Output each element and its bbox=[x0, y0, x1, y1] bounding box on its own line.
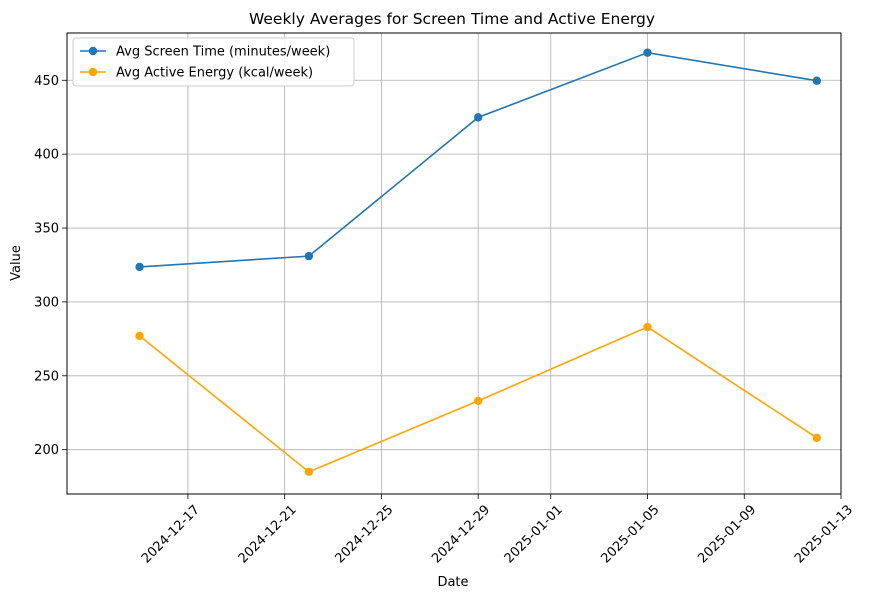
y-tick-label: 200 bbox=[34, 443, 59, 458]
data-point-0-4 bbox=[812, 76, 822, 85]
data-point-1-1 bbox=[304, 467, 314, 477]
data-point-1-0 bbox=[135, 331, 144, 341]
x-tick-label: 2025-01-01 bbox=[502, 502, 566, 566]
x-axis: 2024-12-17 2024-12-21 2024-12-25 2024-12-29… bbox=[139, 494, 856, 566]
chart-title: Weekly Averages for Screen Time and Acti… bbox=[249, 10, 655, 28]
legend-entry-screen-time: Avg Screen Time (minutes/week) bbox=[80, 45, 330, 60]
x-axis-label: Date bbox=[437, 575, 468, 590]
x-tick-label: 2024-12-21 bbox=[236, 502, 300, 566]
x-tick-label: 2025-01-05 bbox=[599, 502, 663, 566]
data-point-0-2 bbox=[473, 113, 483, 122]
data-point-0-3 bbox=[643, 48, 652, 57]
y-axis: 200 250 300 350 400 450 bbox=[34, 74, 67, 458]
y-tick-label: 450 bbox=[34, 74, 59, 89]
data-point-1-3 bbox=[643, 322, 652, 332]
legend-entry-active-energy: Avg Active Energy (kcal/week) bbox=[80, 66, 313, 81]
x-tick-label: 2025-01-09 bbox=[695, 502, 759, 566]
y-tick-label: 250 bbox=[34, 369, 59, 384]
x-tick-label: 2024-12-29 bbox=[429, 502, 493, 566]
x-tick-label: 2024-12-25 bbox=[332, 502, 396, 566]
data-point-0-1 bbox=[304, 251, 314, 261]
y-tick-label: 300 bbox=[34, 295, 59, 310]
legend: Avg Screen Time (minutes/week) Avg Activ… bbox=[72, 37, 355, 87]
y-axis-label: Value bbox=[9, 245, 24, 281]
y-tick-label: 350 bbox=[34, 222, 59, 237]
legend-label-screen-time: Avg Screen Time (minutes/week) bbox=[116, 45, 330, 60]
data-point-0-0 bbox=[135, 262, 144, 272]
legend-label-active-energy: Avg Active Energy (kcal/week) bbox=[116, 66, 313, 81]
grid-lines bbox=[67, 33, 842, 494]
y-tick-label: 400 bbox=[34, 148, 59, 163]
legend-marker-screen-time bbox=[88, 46, 98, 56]
data-point-1-4 bbox=[812, 433, 822, 443]
x-tick-label: 2025-01-13 bbox=[792, 502, 856, 566]
series-layer bbox=[135, 48, 822, 477]
x-tick-label: 2024-12-17 bbox=[139, 502, 203, 566]
data-point-1-2 bbox=[473, 396, 483, 406]
plot-area bbox=[66, 32, 842, 495]
legend-marker-active-energy bbox=[88, 67, 98, 77]
legend-box bbox=[72, 37, 355, 87]
